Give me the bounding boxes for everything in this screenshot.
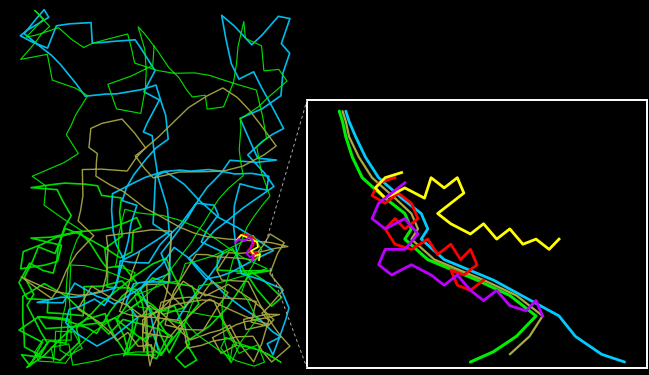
Bar — [307, 100, 647, 368]
